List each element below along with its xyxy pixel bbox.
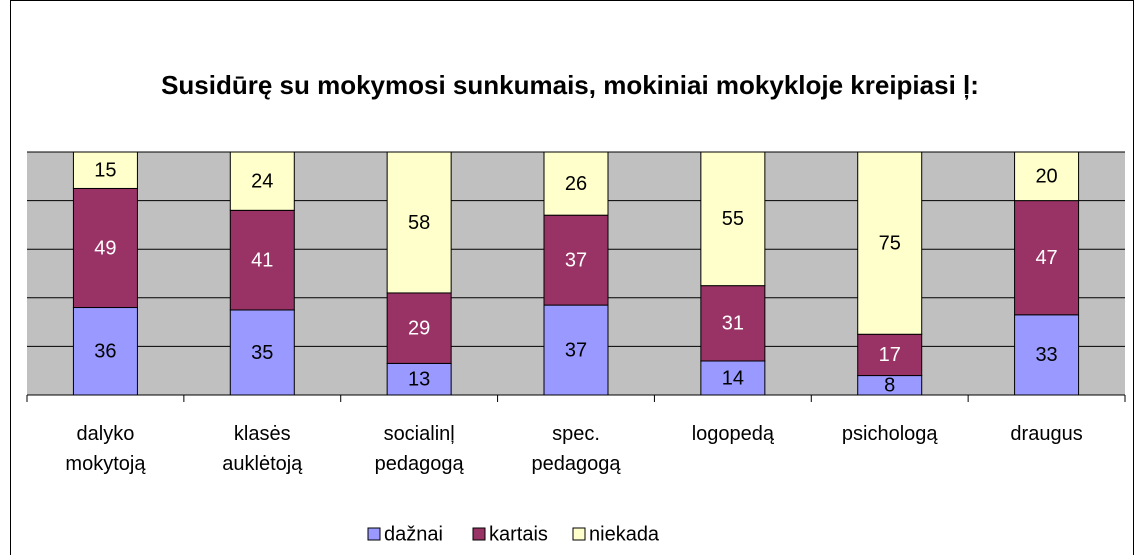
data-label: 37 <box>565 249 587 271</box>
data-label: 37 <box>565 339 587 361</box>
data-label: 35 <box>251 342 273 364</box>
legend-label: niekada <box>589 523 660 545</box>
x-tick-label-line: pedagogą <box>532 453 622 475</box>
data-label: 17 <box>879 344 901 366</box>
data-label: 13 <box>408 368 430 390</box>
x-tick-label: socialinļ pedagogą <box>375 423 465 475</box>
bar-segment <box>229 209 295 311</box>
bar-segment <box>857 151 923 335</box>
data-label: 58 <box>408 212 430 234</box>
x-tick-label-line: auklėtoją <box>222 453 303 475</box>
data-label: 41 <box>251 249 273 271</box>
chart-title: Susidūrę su mokymosi sunkumais, mokiniai… <box>161 70 979 100</box>
data-label: 75 <box>879 232 901 254</box>
x-tick-label: spec. pedagogą <box>532 423 622 475</box>
bar-segment <box>857 333 923 377</box>
data-label: 14 <box>722 367 744 389</box>
bar-segment <box>1014 151 1080 202</box>
x-tick-label-line: draugus <box>1010 423 1082 445</box>
x-tick-label-line: pedagogą <box>375 453 465 475</box>
bar-segment <box>1014 200 1080 316</box>
legend-swatch <box>572 527 586 541</box>
data-label: 26 <box>565 173 587 195</box>
x-tick-label-line: dalyko <box>77 423 135 445</box>
legend-swatch <box>472 527 486 541</box>
legend-swatch <box>367 527 381 541</box>
bar-segment <box>386 151 452 294</box>
data-label: 47 <box>1035 247 1057 269</box>
x-tick-label-line: klasės <box>234 423 291 445</box>
bar-segment <box>700 360 766 396</box>
x-tick-label-line: mokytoją <box>65 453 146 475</box>
data-label: 8 <box>884 375 895 397</box>
bar-segment <box>543 304 609 396</box>
data-label: 36 <box>94 341 116 363</box>
data-label: 20 <box>1035 166 1057 188</box>
bar-segment <box>229 151 295 211</box>
bar-segment <box>386 292 452 364</box>
data-label: 29 <box>408 317 430 339</box>
x-tick-label: klasės auklėtoją <box>222 423 303 475</box>
bar-segment <box>700 151 766 287</box>
legend-label: kartais <box>489 523 548 545</box>
x-tick-label: psichologą <box>842 423 939 445</box>
data-label: 24 <box>251 170 273 192</box>
bar-segment <box>700 285 766 362</box>
data-label: 15 <box>94 160 116 182</box>
bar-segment <box>543 151 609 216</box>
x-tick-label-line: psichologą <box>842 423 939 445</box>
bar-segment <box>543 214 609 306</box>
data-label: 49 <box>94 237 116 259</box>
data-label: 55 <box>722 208 744 230</box>
bar-segment <box>386 362 452 396</box>
x-tick-label: draugus <box>1010 423 1082 445</box>
x-tick-label-line: logopedą <box>692 423 775 445</box>
legend-label: dažnai <box>384 523 443 545</box>
data-label: 33 <box>1035 344 1057 366</box>
bar-segment <box>72 187 138 309</box>
x-tick-label: logopedą <box>692 423 775 445</box>
data-label: 31 <box>722 313 744 335</box>
bar-segment <box>72 307 138 396</box>
bar-segment <box>72 151 138 189</box>
x-tick-label-line: spec. <box>552 423 600 445</box>
x-tick-label: dalyko mokytoją <box>65 423 146 475</box>
x-tick-label-line: socialinļ <box>384 423 455 445</box>
